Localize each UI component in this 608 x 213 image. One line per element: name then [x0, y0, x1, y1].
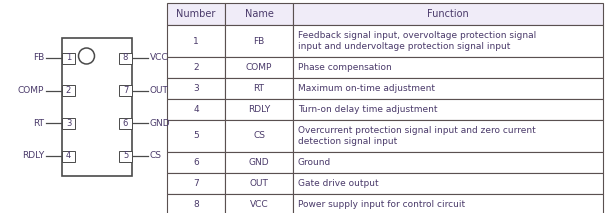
Text: FB: FB [33, 53, 44, 62]
Text: 6: 6 [193, 158, 199, 167]
Bar [293, 25, 603, 57]
Bar [293, 194, 603, 213]
Bar [119, 118, 132, 129]
Bar [167, 25, 225, 57]
Bar [225, 194, 293, 213]
Bar [167, 57, 225, 78]
Text: 1: 1 [66, 53, 71, 62]
Bar [225, 78, 293, 99]
Bar [293, 173, 603, 194]
Text: OUT: OUT [150, 86, 169, 95]
Bar [293, 57, 603, 78]
Text: 8: 8 [193, 200, 199, 209]
Text: Name: Name [244, 9, 274, 19]
Text: Ground: Ground [298, 158, 331, 167]
Bar [167, 99, 225, 120]
Text: Gate drive output: Gate drive output [298, 179, 379, 188]
Bar [225, 3, 293, 25]
Bar [293, 78, 603, 99]
Text: 5: 5 [123, 151, 128, 161]
Text: RT: RT [33, 119, 44, 128]
Text: 2: 2 [193, 63, 199, 72]
Text: RDLY: RDLY [22, 151, 44, 161]
Text: 3: 3 [66, 119, 71, 128]
Text: 4: 4 [193, 105, 199, 114]
Text: Function: Function [427, 9, 469, 19]
Bar [167, 194, 225, 213]
Text: Turn-on delay time adjustment: Turn-on delay time adjustment [298, 105, 438, 114]
Text: 4: 4 [66, 151, 71, 161]
Text: Feedback signal input, overvoltage protection signal
input and undervoltage prot: Feedback signal input, overvoltage prote… [298, 31, 536, 51]
Text: Maximum on-time adjustment: Maximum on-time adjustment [298, 84, 435, 93]
Text: OUT: OUT [249, 179, 269, 188]
Text: COMP: COMP [18, 86, 44, 95]
Bar [293, 99, 603, 120]
Bar [225, 120, 293, 152]
Bar [225, 152, 293, 173]
Text: 3: 3 [193, 84, 199, 93]
Text: Phase compensation: Phase compensation [298, 63, 392, 72]
Text: 5: 5 [193, 131, 199, 141]
Text: Overcurrent protection signal input and zero current
detection signal input: Overcurrent protection signal input and … [298, 126, 536, 146]
Text: 7: 7 [193, 179, 199, 188]
Text: FB: FB [254, 36, 264, 46]
Bar [167, 152, 225, 173]
Text: VCC: VCC [150, 53, 168, 62]
Bar [225, 57, 293, 78]
Bar [119, 151, 132, 161]
Text: GND: GND [150, 119, 171, 128]
Text: RDLY: RDLY [248, 105, 270, 114]
Bar [62, 151, 75, 161]
Bar [167, 120, 225, 152]
Bar [167, 173, 225, 194]
Bar [225, 99, 293, 120]
Bar [62, 118, 75, 129]
Bar [167, 3, 225, 25]
Text: Number: Number [176, 9, 216, 19]
Bar [293, 3, 603, 25]
Text: VCC: VCC [250, 200, 268, 209]
Text: CS: CS [253, 131, 265, 141]
Text: 2: 2 [66, 86, 71, 95]
Circle shape [78, 48, 94, 64]
Bar [225, 25, 293, 57]
Bar [225, 173, 293, 194]
Text: 8: 8 [123, 53, 128, 62]
Bar [62, 85, 75, 96]
Text: RT: RT [254, 84, 264, 93]
Bar [293, 120, 603, 152]
Text: Power supply input for control circuit: Power supply input for control circuit [298, 200, 465, 209]
Text: GND: GND [249, 158, 269, 167]
Bar [62, 52, 75, 63]
Bar [167, 78, 225, 99]
Text: CS: CS [150, 151, 162, 161]
Bar [119, 85, 132, 96]
Bar [293, 152, 603, 173]
Text: 7: 7 [123, 86, 128, 95]
Bar [119, 52, 132, 63]
Text: 1: 1 [193, 36, 199, 46]
Text: COMP: COMP [246, 63, 272, 72]
Text: 6: 6 [123, 119, 128, 128]
Bar [62, 38, 132, 176]
